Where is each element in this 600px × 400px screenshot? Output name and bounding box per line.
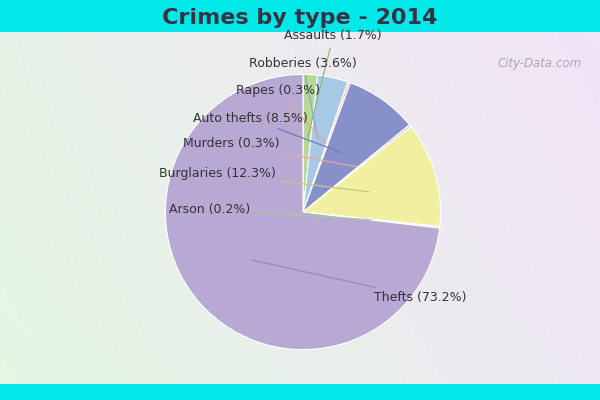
Wedge shape [303, 74, 317, 212]
Wedge shape [303, 83, 409, 212]
Text: Thefts (73.2%): Thefts (73.2%) [252, 260, 466, 304]
Wedge shape [303, 212, 440, 228]
Text: Assaults (1.7%): Assaults (1.7%) [284, 29, 382, 138]
Text: Murders (0.3%): Murders (0.3%) [183, 137, 356, 167]
Wedge shape [303, 127, 440, 226]
Wedge shape [303, 125, 411, 212]
Wedge shape [166, 74, 440, 350]
Text: Crimes by type - 2014: Crimes by type - 2014 [163, 8, 437, 28]
Wedge shape [303, 75, 348, 212]
Text: City-Data.com: City-Data.com [498, 57, 582, 70]
Wedge shape [303, 82, 350, 212]
Text: Rapes (0.3%): Rapes (0.3%) [236, 84, 325, 142]
Text: Arson (0.2%): Arson (0.2%) [169, 203, 371, 220]
Text: Auto thefts (8.5%): Auto thefts (8.5%) [193, 112, 342, 153]
Text: Burglaries (12.3%): Burglaries (12.3%) [159, 167, 369, 192]
Text: Robberies (3.6%): Robberies (3.6%) [249, 57, 357, 140]
